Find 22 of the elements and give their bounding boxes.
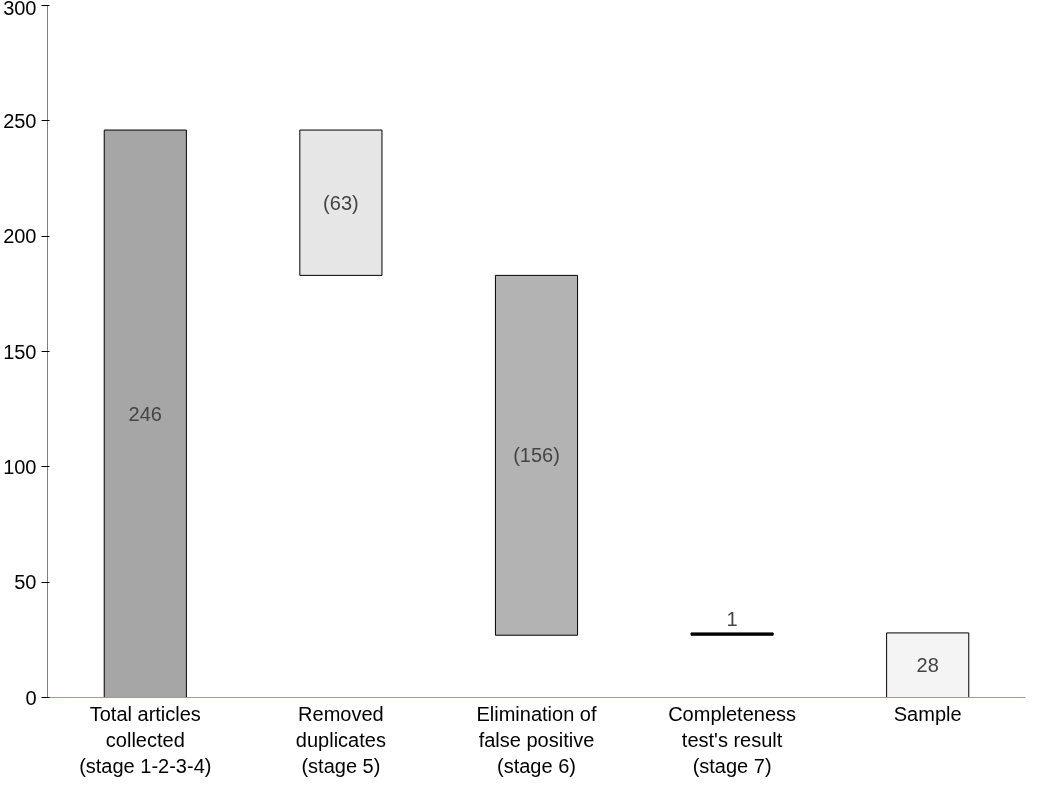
x-tick-label: Completeness test's result (stage 7) (668, 702, 797, 778)
bar (103, 129, 187, 698)
x-tick-label: Elimination of false positive (stage 6) (476, 702, 597, 778)
x-tick-label: Total articles collected (stage 1-2-3-4) (79, 702, 212, 778)
y-tick-label: 0 (25, 686, 37, 709)
data-label: (63) (323, 191, 359, 214)
bar (494, 274, 579, 636)
bar (886, 632, 970, 698)
data-label: 246 (128, 402, 162, 425)
y-tick-label: 50 (14, 571, 37, 594)
y-tick-label: 250 (3, 109, 37, 132)
bar (690, 632, 774, 636)
y-tick-label: 150 (3, 340, 37, 363)
y-tick-label: 100 (3, 455, 37, 478)
data-label: (156) (513, 444, 560, 467)
data-label: 1 (726, 607, 738, 630)
y-tick-label: 300 (3, 0, 37, 19)
data-label: 28 (916, 654, 939, 677)
bar (299, 129, 383, 276)
x-tick-label: Sample (893, 702, 962, 725)
x-tick-label: Removed duplicates (stage 5) (295, 702, 386, 778)
y-tick-label: 200 (3, 225, 37, 248)
